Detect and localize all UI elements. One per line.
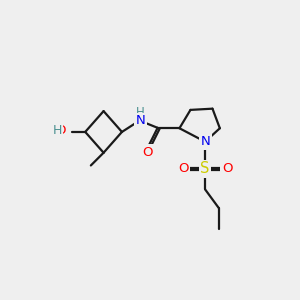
- Text: H: H: [52, 124, 62, 137]
- Text: H: H: [136, 106, 145, 119]
- Text: S: S: [200, 161, 210, 176]
- Text: O: O: [142, 146, 153, 159]
- Text: O: O: [178, 162, 188, 175]
- Text: O: O: [55, 124, 66, 137]
- Text: N: N: [200, 135, 210, 148]
- Text: N: N: [135, 114, 145, 128]
- Text: O: O: [222, 162, 232, 175]
